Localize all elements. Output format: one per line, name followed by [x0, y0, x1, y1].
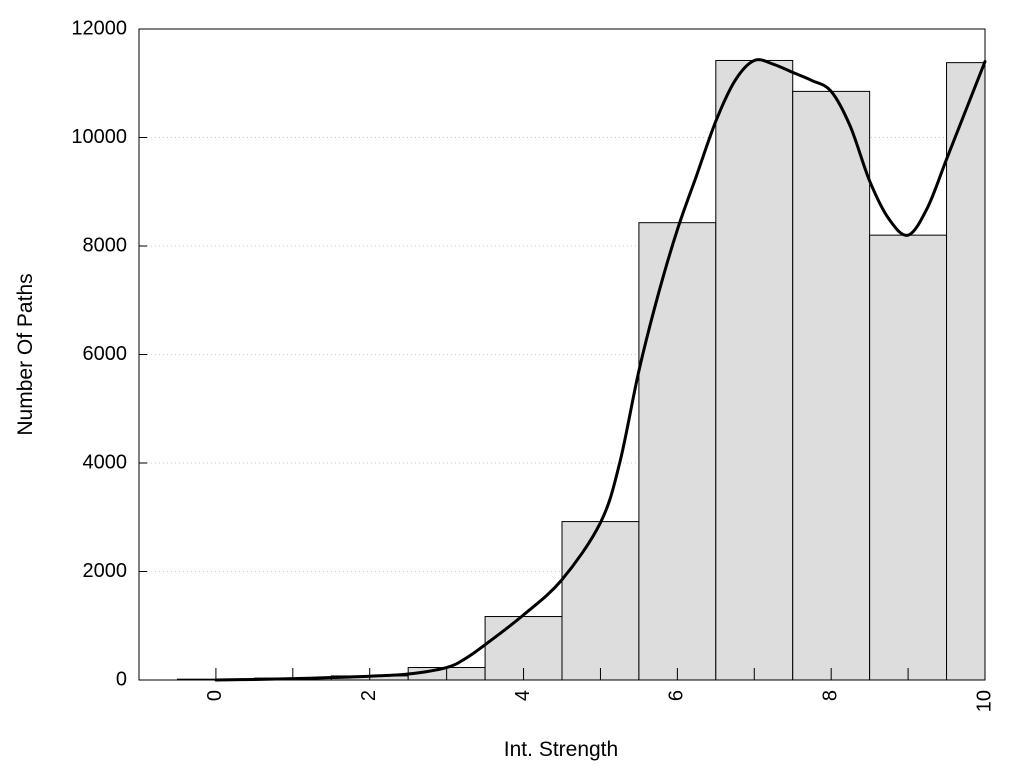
y-tick-label-0: 0 — [116, 668, 127, 690]
fit-curve — [214, 58, 987, 682]
x-axis-ticks: 0 2 4 6 8 10 — [204, 668, 995, 712]
y-axis-label: Number Of Paths — [14, 273, 37, 435]
bar-5 — [561, 521, 640, 681]
y-tick-label-1: 2000 — [83, 560, 128, 582]
x-tick-label-5: 10 — [973, 690, 995, 712]
y-tick-label-4: 8000 — [83, 234, 128, 256]
x-tick-label-4: 8 — [819, 690, 841, 701]
x-tick-label-0: 0 — [204, 690, 226, 701]
x-tick-label-1: 2 — [358, 690, 380, 701]
y-axis-ticks: 0 2000 4000 6000 8000 10000 12000 — [71, 17, 147, 690]
x-tick-label-2: 4 — [512, 690, 534, 701]
x-axis-label: Int. Strength — [504, 738, 618, 761]
y-tick-label-2: 4000 — [83, 451, 128, 473]
x-tick-label-3: 6 — [666, 690, 688, 701]
bar-6 — [638, 222, 717, 681]
y-tick-label-5: 10000 — [71, 126, 127, 148]
bar-7 — [715, 59, 794, 681]
bar-9 — [869, 234, 948, 681]
y-tick-label-3: 6000 — [83, 343, 128, 365]
y-tick-label-6: 12000 — [71, 17, 127, 39]
bar-10 — [946, 62, 986, 681]
bar-8 — [792, 90, 871, 681]
